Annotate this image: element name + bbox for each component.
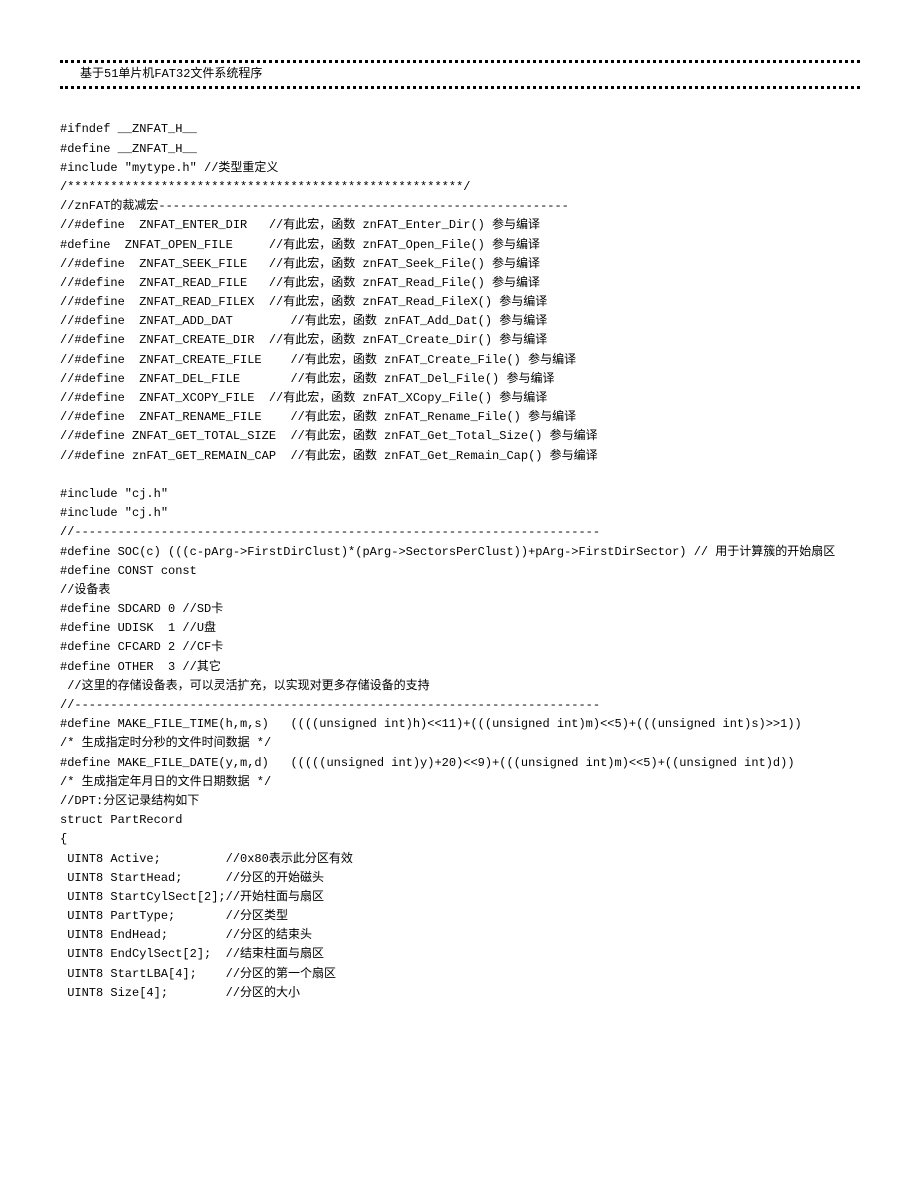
- title-border-bottom: [60, 86, 860, 89]
- title-block: 基于51单片机FAT32文件系统程序: [60, 60, 860, 89]
- code-content: #ifndef __ZNFAT_H__ #define __ZNFAT_H__ …: [60, 101, 860, 1003]
- document-title: 基于51单片机FAT32文件系统程序: [60, 63, 860, 86]
